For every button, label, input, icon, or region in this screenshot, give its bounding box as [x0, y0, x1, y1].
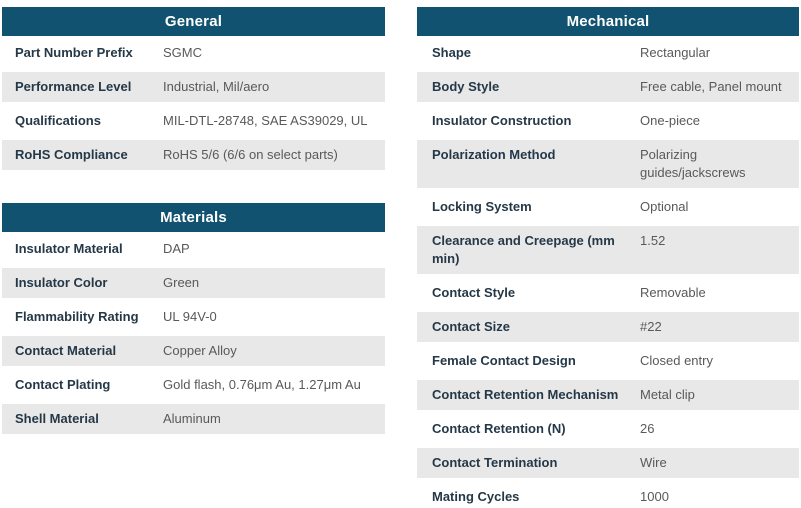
spec-value: Industrial, Mil/aero: [163, 79, 270, 94]
spec-label: Performance Level: [15, 79, 132, 94]
spec-value: Optional: [640, 199, 689, 214]
spec-value: Metal clip: [640, 387, 695, 402]
spec-label: Insulator Construction: [432, 113, 572, 128]
spec-row: Contact Plating Gold flash, 0.76μm Au, 1.…: [2, 368, 385, 402]
spec-label: Mating Cycles: [432, 489, 520, 504]
spec-row: Contact Retention (N) 26: [417, 412, 799, 446]
spec-label: Contact Plating: [15, 377, 111, 392]
spec-label: Part Number Prefix: [15, 45, 133, 60]
spec-value: Copper Alloy: [163, 343, 237, 358]
spec-row: Insulator Construction One-piece: [417, 104, 799, 138]
spec-row: Contact Size #22: [417, 310, 799, 344]
materials-table: Materials Insulator Material DAP Insulator …: [2, 203, 385, 436]
spec-label: Female Contact Design: [432, 353, 576, 368]
spec-label: Clearance and Creepage (mm min): [432, 233, 615, 266]
spec-row: Contact Termination Wire: [417, 446, 799, 480]
spec-row: Flammability Rating UL 94V-0: [2, 300, 385, 334]
spec-value: One-piece: [640, 113, 700, 128]
spec-value: MIL-DTL-28748, SAE AS39029, UL: [163, 113, 368, 128]
spec-label: Polarization Method: [432, 147, 556, 162]
spec-label: Shell Material: [15, 411, 99, 426]
spec-row: Locking System Optional: [417, 190, 799, 224]
spec-row: Part Number Prefix SGMC: [2, 36, 385, 70]
spec-value: 1.52: [640, 233, 666, 248]
spec-label: Body Style: [432, 79, 500, 94]
spec-value: Rectangular: [640, 45, 711, 60]
spec-row: Shape Rectangular: [417, 36, 799, 70]
spec-row: Insulator Material DAP: [2, 232, 385, 266]
spec-value: SGMC: [163, 45, 202, 60]
spec-label: Insulator Color: [15, 275, 108, 290]
spec-value: Removable: [640, 285, 706, 300]
spec-value: Wire: [640, 455, 667, 470]
left-column: General Part Number Prefix SGMC Performance…: [2, 7, 385, 508]
spec-label: RoHS Compliance: [15, 147, 128, 162]
spec-row: Body Style Free cable, Panel mount: [417, 70, 799, 104]
spec-row: Contact Material Copper Alloy: [2, 334, 385, 368]
spec-row: Female Contact Design Closed entry: [417, 344, 799, 378]
spec-label: Contact Termination: [432, 455, 558, 470]
spec-label: Flammability Rating: [15, 309, 139, 324]
spec-value: Green: [163, 275, 200, 290]
spec-label: Contact Retention Mechanism: [432, 387, 619, 402]
spec-row: Clearance and Creepage (mm min) 1.52: [417, 224, 799, 276]
spec-row: Polarization Method Polarizing guides/jac…: [417, 138, 799, 190]
table-title: Mechanical: [417, 7, 799, 36]
spec-value: Aluminum: [163, 411, 221, 426]
spec-row: RoHS Compliance RoHS 5/6 (6/6 on select p…: [2, 138, 385, 172]
spec-value: Free cable, Panel mount: [640, 79, 782, 94]
spec-label: Qualifications: [15, 113, 101, 128]
spec-label: Shape: [432, 45, 472, 60]
spec-value: 26: [640, 421, 655, 436]
spec-row: Shell Material Aluminum: [2, 402, 385, 436]
spec-row: Mating Cycles 1000: [417, 480, 799, 508]
spec-label: Locking System: [432, 199, 532, 214]
spec-label: Contact Material: [15, 343, 117, 358]
right-column: Mechanical Shape Rectangular Body Style Free…: [417, 7, 799, 508]
spec-value: #22: [640, 319, 662, 334]
spec-row: Contact Retention Mechanism Metal clip: [417, 378, 799, 412]
spec-value: 1000: [640, 489, 669, 504]
spec-label: Contact Retention (N): [432, 421, 566, 436]
spec-value: RoHS 5/6 (6/6 on select parts): [163, 147, 338, 162]
spec-value: DAP: [163, 241, 190, 256]
spec-row: Qualifications MIL-DTL-28748, SAE AS39029…: [2, 104, 385, 138]
spec-row: Insulator Color Green: [2, 266, 385, 300]
spec-label: Insulator Material: [15, 241, 123, 256]
general-table: General Part Number Prefix SGMC Performance…: [2, 7, 385, 172]
spec-row: Performance Level Industrial, Mil/aero: [2, 70, 385, 104]
mechanical-table: Mechanical Shape Rectangular Body Style Free…: [417, 7, 799, 508]
spec-value: Polarizing guides/jackscrews: [640, 147, 746, 180]
spec-value: Closed entry: [640, 353, 713, 368]
spec-label: Contact Style: [432, 285, 516, 300]
spec-row: Contact Style Removable: [417, 276, 799, 310]
spec-label: Contact Size: [432, 319, 511, 334]
table-title: Materials: [2, 203, 385, 232]
table-title: General: [2, 7, 385, 36]
spec-value: UL 94V-0: [163, 309, 217, 324]
spec-value: Gold flash, 0.76μm Au, 1.27μm Au: [163, 377, 361, 392]
